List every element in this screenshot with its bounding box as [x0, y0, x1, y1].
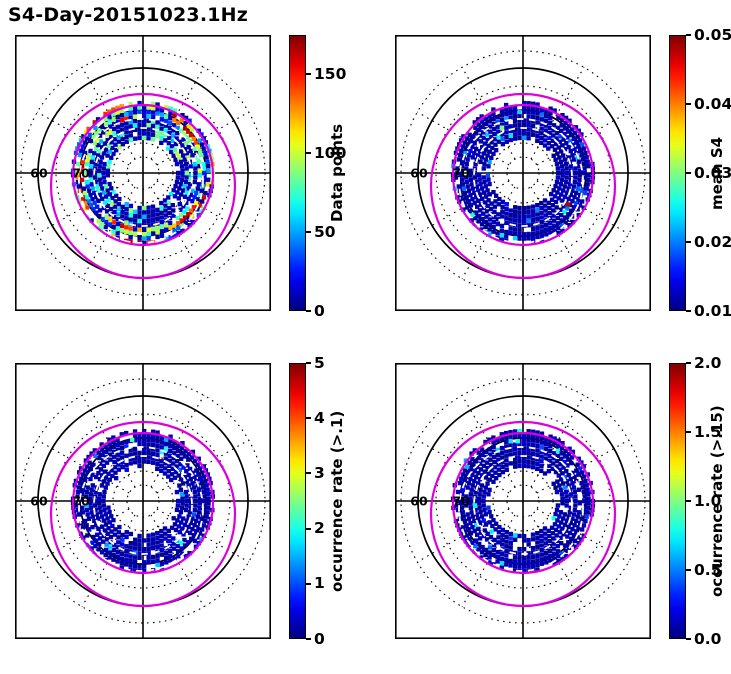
colorbar-tick-label: 0.02 [694, 232, 731, 251]
colorbar-occurrence-rate-015 [669, 363, 686, 639]
colorbar-label-occurrence-rate-01: occurrence rate (>.1) [328, 410, 346, 592]
colorbar-tick-label: 5 [314, 353, 325, 372]
colorbar-tick-label: 4 [314, 408, 325, 427]
colorbar-tick [306, 73, 311, 76]
colorbar-tick [686, 362, 691, 364]
svg-text:70: 70 [452, 166, 470, 181]
colorbar-tick-label: 1.0 [694, 491, 722, 510]
colorbar-tick [686, 241, 691, 243]
svg-text:60: 60 [30, 494, 48, 509]
colorbar-tick [686, 34, 691, 36]
colorbar-tick [686, 103, 691, 105]
svg-text:60: 60 [410, 494, 428, 509]
colorbar-tick [306, 582, 311, 585]
colorbar-tick [686, 172, 691, 174]
colorbar-data-points [289, 35, 306, 311]
page-title: S4-Day-20151023.1Hz [8, 4, 249, 26]
svg-text:60: 60 [410, 166, 428, 181]
colorbar-tick-label: 3 [314, 463, 325, 482]
colorbar-tick-label: 2.0 [694, 353, 722, 372]
svg-text:70: 70 [452, 494, 470, 509]
svg-text:60: 60 [30, 166, 48, 181]
colorbar-tick-label: 0 [314, 301, 325, 320]
panel-occurrence-rate-015: 60 70 occurrence rate (>.15) 0.0 0.5 1.0 1.5… [395, 354, 731, 648]
colorbar-tick-label: 0.01 [694, 301, 731, 320]
colorbar-tick-label: 150 [314, 64, 347, 83]
colorbar-tick-label: 0.0 [694, 629, 722, 648]
polar-plot-mean-s4: 60 70 [395, 35, 651, 311]
panel-data-points: 60 70 Data points 0 50 100 150 [15, 35, 365, 320]
polar-plot-data-points: 60 70 [15, 35, 271, 311]
colorbar-tick [686, 638, 691, 640]
colorbar-tick-label: 0.04 [694, 94, 731, 113]
colorbar-tick-label: 0.03 [694, 163, 731, 182]
polar-plot-occurrence-rate-01: 60 70 [15, 363, 271, 639]
colorbar-tick [306, 527, 311, 530]
polar-plot-occurrence-rate-015: 60 70 [395, 363, 651, 639]
colorbar-tick-label: 50 [314, 222, 336, 241]
svg-text:70: 70 [72, 494, 90, 509]
colorbar-mean-s4 [669, 35, 686, 311]
colorbar-tick-label: 1 [314, 574, 325, 593]
colorbar-tick-label: 0.5 [694, 560, 722, 579]
colorbar-tick [306, 417, 311, 420]
colorbar-tick-label: 0 [314, 629, 325, 648]
colorbar-tick [306, 231, 311, 234]
colorbar-tick [686, 500, 691, 502]
colorbar-tick [686, 431, 691, 433]
colorbar-tick [306, 472, 311, 475]
colorbar-occurrence-rate-01 [289, 363, 306, 639]
panel-mean-s4: 60 70 mean S4 0.01 0.02 0.03 0.04 0.05 [395, 26, 731, 320]
colorbar-tick [306, 362, 311, 364]
panel-occurrence-rate-01: 60 70 occurrence rate (>.1) 0 1 2 3 4 5 [15, 354, 365, 648]
colorbar-tick [306, 310, 311, 312]
colorbar-tick [686, 310, 691, 312]
svg-text:70: 70 [72, 166, 90, 181]
colorbar-tick-label: 1.5 [694, 422, 722, 441]
colorbar-tick [306, 638, 311, 640]
colorbar-tick-label: 100 [314, 143, 347, 162]
colorbar-tick [686, 569, 691, 571]
colorbar-tick-label: 0.05 [694, 25, 731, 44]
colorbar-tick [306, 152, 311, 155]
colorbar-tick-label: 2 [314, 519, 325, 538]
